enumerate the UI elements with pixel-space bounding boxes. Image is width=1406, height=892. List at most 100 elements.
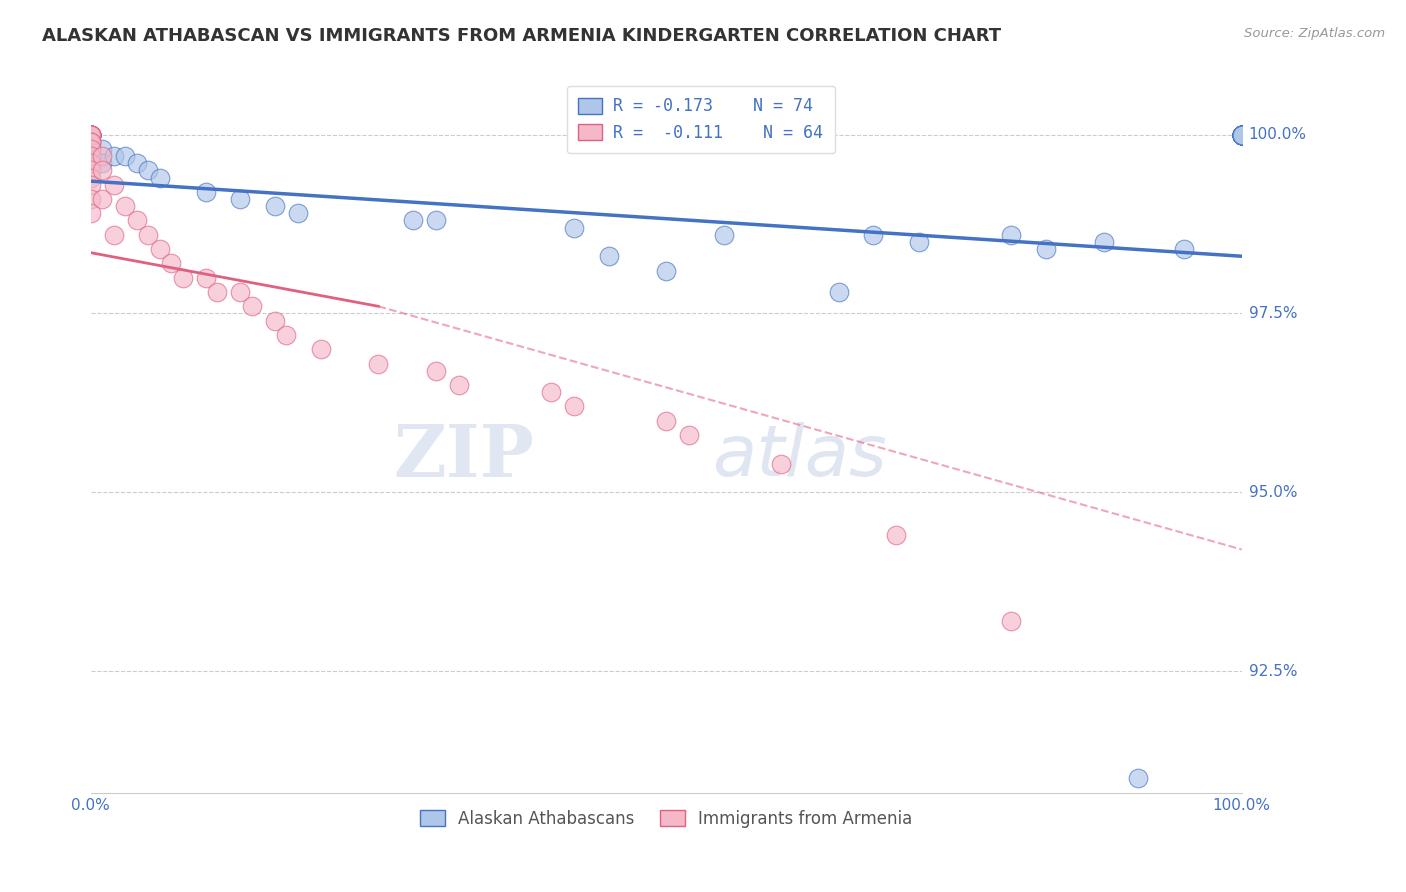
Point: [136, 163, 159, 178]
Point: [79, 149, 101, 163]
Text: 95.0%: 95.0%: [1249, 484, 1298, 500]
Text: ZIP: ZIP: [392, 421, 534, 492]
Point: [79, 128, 101, 142]
Point: [194, 185, 217, 199]
Point: [1230, 128, 1253, 142]
Point: [136, 227, 159, 242]
Point: [1230, 128, 1253, 142]
Point: [562, 220, 585, 235]
Point: [1230, 128, 1253, 142]
Point: [1092, 235, 1115, 249]
Point: [402, 213, 425, 227]
Point: [79, 156, 101, 170]
Point: [655, 414, 678, 428]
Point: [1230, 128, 1253, 142]
Point: [1230, 128, 1253, 142]
Point: [79, 128, 101, 142]
Point: [1230, 128, 1253, 142]
Point: [908, 235, 931, 249]
Point: [276, 327, 298, 342]
Point: [1230, 128, 1253, 142]
Point: [1230, 128, 1253, 142]
Point: [79, 128, 101, 142]
Point: [1230, 128, 1253, 142]
Point: [1230, 128, 1253, 142]
Point: [1230, 128, 1253, 142]
Point: [103, 178, 125, 192]
Point: [79, 128, 101, 142]
Point: [91, 192, 114, 206]
Point: [540, 385, 562, 400]
Point: [1000, 227, 1022, 242]
Point: [425, 364, 447, 378]
Point: [598, 249, 620, 263]
Text: Source: ZipAtlas.com: Source: ZipAtlas.com: [1244, 27, 1385, 40]
Point: [91, 156, 114, 170]
Point: [229, 192, 252, 206]
Point: [79, 128, 101, 142]
Point: [79, 128, 101, 142]
Point: [149, 170, 172, 185]
Point: [79, 128, 101, 142]
Point: [103, 227, 125, 242]
Point: [770, 457, 793, 471]
Point: [1230, 128, 1253, 142]
Point: [79, 135, 101, 149]
Point: [160, 256, 183, 270]
Point: [1230, 128, 1253, 142]
Point: [1230, 128, 1253, 142]
Point: [562, 400, 585, 414]
Point: [1230, 128, 1253, 142]
Point: [114, 199, 136, 213]
Point: [194, 270, 217, 285]
Point: [1230, 128, 1253, 142]
Point: [1230, 128, 1253, 142]
Point: [886, 528, 908, 542]
Point: [655, 263, 678, 277]
Point: [79, 142, 101, 156]
Point: [103, 149, 125, 163]
Point: [1230, 128, 1253, 142]
Point: [862, 227, 884, 242]
Point: [125, 156, 148, 170]
Point: [1230, 128, 1253, 142]
Text: atlas: atlas: [713, 422, 887, 491]
Point: [79, 135, 101, 149]
Point: [207, 285, 229, 299]
Point: [172, 270, 194, 285]
Point: [1230, 128, 1253, 142]
Point: [1035, 242, 1057, 256]
Point: [1230, 128, 1253, 142]
Point: [149, 242, 172, 256]
Point: [1173, 242, 1195, 256]
Point: [91, 163, 114, 178]
Point: [229, 285, 252, 299]
Point: [114, 149, 136, 163]
Point: [79, 135, 101, 149]
Point: [79, 128, 101, 142]
Point: [1230, 128, 1253, 142]
Text: 92.5%: 92.5%: [1249, 664, 1298, 679]
Point: [1230, 128, 1253, 142]
Point: [91, 149, 114, 163]
Point: [79, 178, 101, 192]
Point: [1230, 128, 1253, 142]
Point: [1230, 128, 1253, 142]
Point: [1230, 128, 1253, 142]
Point: [79, 128, 101, 142]
Point: [1230, 128, 1253, 142]
Point: [1230, 128, 1253, 142]
Point: [263, 199, 285, 213]
Text: 100.0%: 100.0%: [1249, 128, 1306, 142]
Point: [79, 192, 101, 206]
Point: [447, 378, 470, 392]
Point: [79, 128, 101, 142]
Point: [125, 213, 148, 227]
Point: [1230, 128, 1253, 142]
Point: [287, 206, 309, 220]
Point: [91, 142, 114, 156]
Point: [1230, 128, 1253, 142]
Point: [1230, 128, 1253, 142]
Point: [79, 128, 101, 142]
Point: [1230, 128, 1253, 142]
